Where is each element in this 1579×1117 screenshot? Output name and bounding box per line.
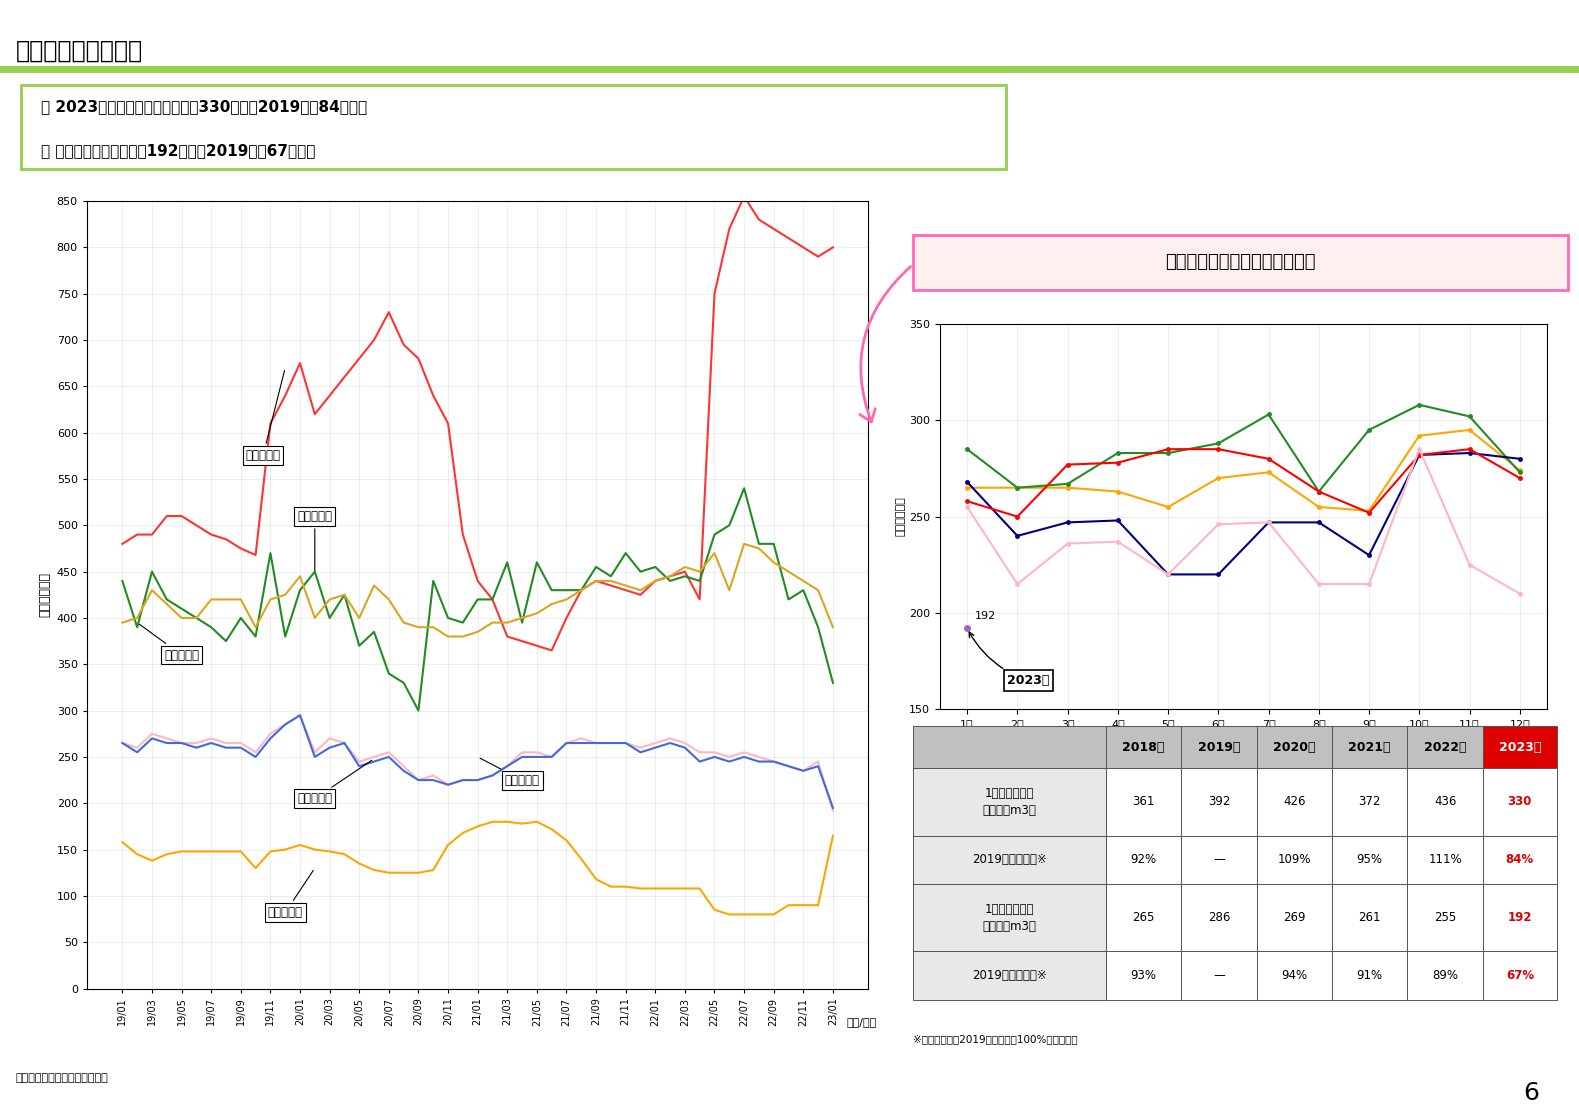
- Bar: [1407, 884, 1483, 952]
- Text: —: —: [1213, 853, 1225, 867]
- Text: 330: 330: [1508, 795, 1532, 809]
- Text: 255: 255: [1434, 911, 1456, 924]
- Text: 2018年: 2018年: [1123, 741, 1165, 754]
- Text: 67%: 67%: [1506, 968, 1533, 982]
- Text: 原木在庫量: 原木在庫量: [245, 371, 284, 462]
- Text: 2019年: 2019年: [1198, 741, 1240, 754]
- Text: ・ 2023年１月の原木の入荷量は330千㎥（2019年比84％）。: ・ 2023年１月の原木の入荷量は330千㎥（2019年比84％）。: [41, 98, 366, 114]
- Text: 資料：農林水産省「合板統計」: 資料：農林水産省「合板統計」: [16, 1073, 109, 1083]
- Bar: [1483, 726, 1557, 768]
- Text: 2021年: 2021年: [1348, 741, 1391, 754]
- Text: 原木消費量: 原木消費量: [139, 624, 199, 661]
- Bar: [1181, 836, 1257, 884]
- Bar: [1407, 726, 1483, 768]
- FancyBboxPatch shape: [21, 85, 1006, 170]
- Text: 192: 192: [1508, 911, 1532, 924]
- Text: 84%: 84%: [1506, 853, 1533, 867]
- Bar: [1257, 768, 1333, 836]
- Text: 合板出荷量の月別推移（全国）: 合板出荷量の月別推移（全国）: [1165, 254, 1315, 271]
- Text: 109%: 109%: [1277, 853, 1311, 867]
- Bar: [1407, 952, 1483, 1000]
- Text: 192: 192: [974, 611, 996, 621]
- Text: ・ 同様に合板の出荷量は192千㎥（2019年比67％）。: ・ 同様に合板の出荷量は192千㎥（2019年比67％）。: [41, 143, 316, 157]
- Y-axis label: 数量（千㎥）: 数量（千㎥）: [895, 497, 906, 536]
- Bar: [913, 836, 1105, 884]
- Bar: [1105, 836, 1181, 884]
- Legend: 2023年, 2022年, 2021年, 2020年, 2019年, 2018年: 2023年, 2022年, 2021年, 2020年, 2019年, 2018年: [946, 245, 1273, 264]
- Text: 2023年: 2023年: [970, 632, 1050, 687]
- Text: 合板在庫量: 合板在庫量: [268, 870, 313, 919]
- Bar: [1257, 836, 1333, 884]
- Bar: [1105, 726, 1181, 768]
- Text: 95%: 95%: [1356, 853, 1383, 867]
- Text: 269: 269: [1284, 911, 1306, 924]
- Text: ※コロナ禍前の2019年の数値を100%とした比較: ※コロナ禍前の2019年の数値を100%とした比較: [913, 1034, 1077, 1044]
- Text: 合板出荷量: 合板出荷量: [297, 761, 371, 805]
- Bar: [1181, 952, 1257, 1000]
- Bar: [1257, 884, 1333, 952]
- Text: 1月原木入荷量
合計（千m3）: 1月原木入荷量 合計（千m3）: [982, 786, 1036, 817]
- Text: 2023年: 2023年: [1498, 741, 1541, 754]
- Text: 合板生産量: 合板生産量: [480, 758, 540, 786]
- Text: 92%: 92%: [1131, 853, 1157, 867]
- Text: —: —: [1213, 968, 1225, 982]
- FancyArrowPatch shape: [859, 267, 911, 422]
- Text: 372: 372: [1358, 795, 1382, 809]
- Text: 426: 426: [1284, 795, 1306, 809]
- Text: 261: 261: [1358, 911, 1382, 924]
- Text: 94%: 94%: [1281, 968, 1307, 982]
- Text: 91%: 91%: [1356, 968, 1383, 982]
- Text: 2020年: 2020年: [1273, 741, 1315, 754]
- Text: 436: 436: [1434, 795, 1456, 809]
- Bar: [913, 884, 1105, 952]
- Text: 392: 392: [1208, 795, 1230, 809]
- Text: 原木入荷量: 原木入荷量: [297, 509, 332, 571]
- Bar: [1483, 952, 1557, 1000]
- Text: 6: 6: [1524, 1081, 1540, 1105]
- Bar: [1105, 768, 1181, 836]
- Bar: [1333, 952, 1407, 1000]
- Text: 265: 265: [1132, 911, 1154, 924]
- Y-axis label: 数量（千㎥）: 数量（千㎥）: [38, 572, 51, 618]
- Text: 2019年との比較※: 2019年との比較※: [973, 968, 1047, 982]
- Text: 111%: 111%: [1429, 853, 1462, 867]
- Bar: [1407, 836, 1483, 884]
- Bar: [1333, 884, 1407, 952]
- Bar: [1181, 726, 1257, 768]
- Text: 2022年: 2022年: [1424, 741, 1467, 754]
- Bar: [1257, 952, 1333, 1000]
- Bar: [1257, 726, 1333, 768]
- Bar: [1333, 836, 1407, 884]
- Text: （年/月）: （年/月）: [846, 1018, 876, 1028]
- Text: 2019年との比較※: 2019年との比較※: [973, 853, 1047, 867]
- Bar: [1333, 726, 1407, 768]
- Text: （２）合板（全国）: （２）合板（全国）: [16, 39, 144, 63]
- Bar: [913, 726, 1105, 768]
- Bar: [1333, 768, 1407, 836]
- Bar: [1181, 884, 1257, 952]
- Text: 361: 361: [1132, 795, 1154, 809]
- Text: 1月合板出荷量
合計（千m3）: 1月合板出荷量 合計（千m3）: [982, 903, 1036, 933]
- Bar: [1483, 836, 1557, 884]
- Bar: [913, 952, 1105, 1000]
- Bar: [1181, 768, 1257, 836]
- Bar: [1483, 884, 1557, 952]
- Bar: [1407, 768, 1483, 836]
- Bar: [1105, 884, 1181, 952]
- Bar: [1483, 768, 1557, 836]
- Text: 286: 286: [1208, 911, 1230, 924]
- FancyBboxPatch shape: [913, 235, 1568, 290]
- Text: 93%: 93%: [1131, 968, 1157, 982]
- Bar: [913, 768, 1105, 836]
- Bar: [1105, 952, 1181, 1000]
- Text: 89%: 89%: [1432, 968, 1457, 982]
